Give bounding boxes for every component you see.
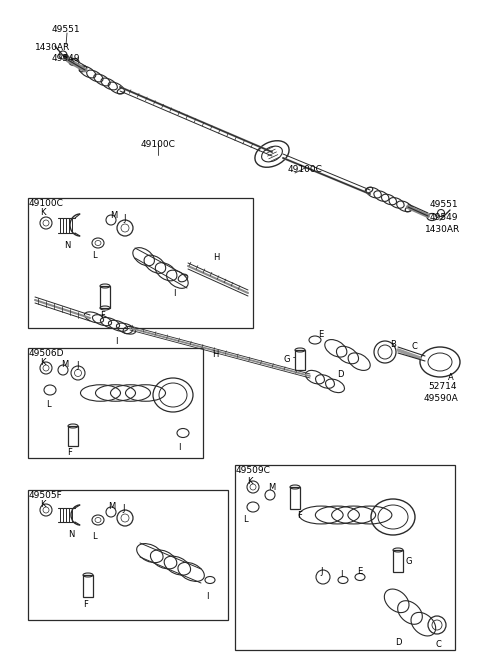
Text: L: L: [46, 400, 50, 409]
Text: G: G: [405, 557, 411, 566]
Text: 49100C: 49100C: [288, 165, 323, 174]
Text: F: F: [67, 448, 72, 457]
Text: H: H: [212, 350, 218, 359]
Text: D: D: [395, 638, 401, 647]
Text: G: G: [284, 355, 290, 364]
Text: B: B: [390, 340, 396, 349]
Text: M: M: [61, 360, 68, 369]
Text: 49590A: 49590A: [424, 394, 459, 403]
Text: F: F: [297, 511, 302, 520]
Text: L: L: [92, 251, 96, 260]
Text: 49551: 49551: [430, 200, 458, 209]
Text: 49549: 49549: [430, 213, 458, 222]
Text: A: A: [448, 373, 454, 382]
Text: 1430AR: 1430AR: [425, 225, 460, 234]
Text: L: L: [243, 515, 248, 524]
Bar: [28, 348, 203, 458]
Text: J: J: [320, 567, 323, 576]
Text: I: I: [206, 592, 208, 601]
Text: N: N: [64, 241, 71, 250]
Bar: [83, 575, 93, 597]
Circle shape: [63, 54, 69, 60]
Text: 49549: 49549: [52, 54, 81, 63]
Text: K: K: [40, 208, 46, 217]
Text: L: L: [92, 532, 96, 541]
Text: 49509C: 49509C: [236, 466, 271, 475]
Text: E: E: [357, 567, 362, 576]
Bar: [28, 490, 228, 620]
Text: M: M: [108, 502, 115, 511]
Text: 49505F: 49505F: [29, 491, 63, 500]
Text: I: I: [115, 337, 118, 346]
Text: D: D: [337, 370, 344, 379]
Text: N: N: [68, 530, 74, 539]
Text: F: F: [100, 311, 105, 320]
Text: J: J: [76, 361, 79, 370]
Text: I: I: [340, 570, 343, 579]
Text: I: I: [173, 289, 176, 298]
Bar: [68, 426, 78, 446]
Text: K: K: [40, 358, 46, 367]
Bar: [100, 286, 110, 308]
Bar: [235, 465, 455, 650]
Text: 1430AR: 1430AR: [35, 43, 70, 52]
Text: K: K: [40, 500, 46, 509]
Text: C: C: [435, 640, 441, 649]
Text: 49506D: 49506D: [29, 349, 64, 358]
Text: 49551: 49551: [52, 25, 81, 34]
Text: J: J: [122, 504, 124, 513]
Text: M: M: [110, 211, 117, 220]
Text: I: I: [178, 443, 180, 452]
Text: M: M: [268, 483, 275, 492]
Text: 49100C: 49100C: [29, 199, 64, 208]
Text: E: E: [318, 330, 323, 339]
Text: F: F: [83, 600, 88, 609]
Bar: [295, 350, 305, 370]
Bar: [28, 198, 253, 328]
Text: C: C: [412, 342, 418, 351]
Text: K: K: [247, 477, 252, 486]
Bar: [290, 487, 300, 509]
Text: 49100C: 49100C: [141, 140, 175, 149]
Text: H: H: [213, 253, 219, 262]
Text: 52714: 52714: [428, 382, 456, 391]
Bar: [393, 550, 403, 572]
Text: J: J: [123, 214, 125, 223]
